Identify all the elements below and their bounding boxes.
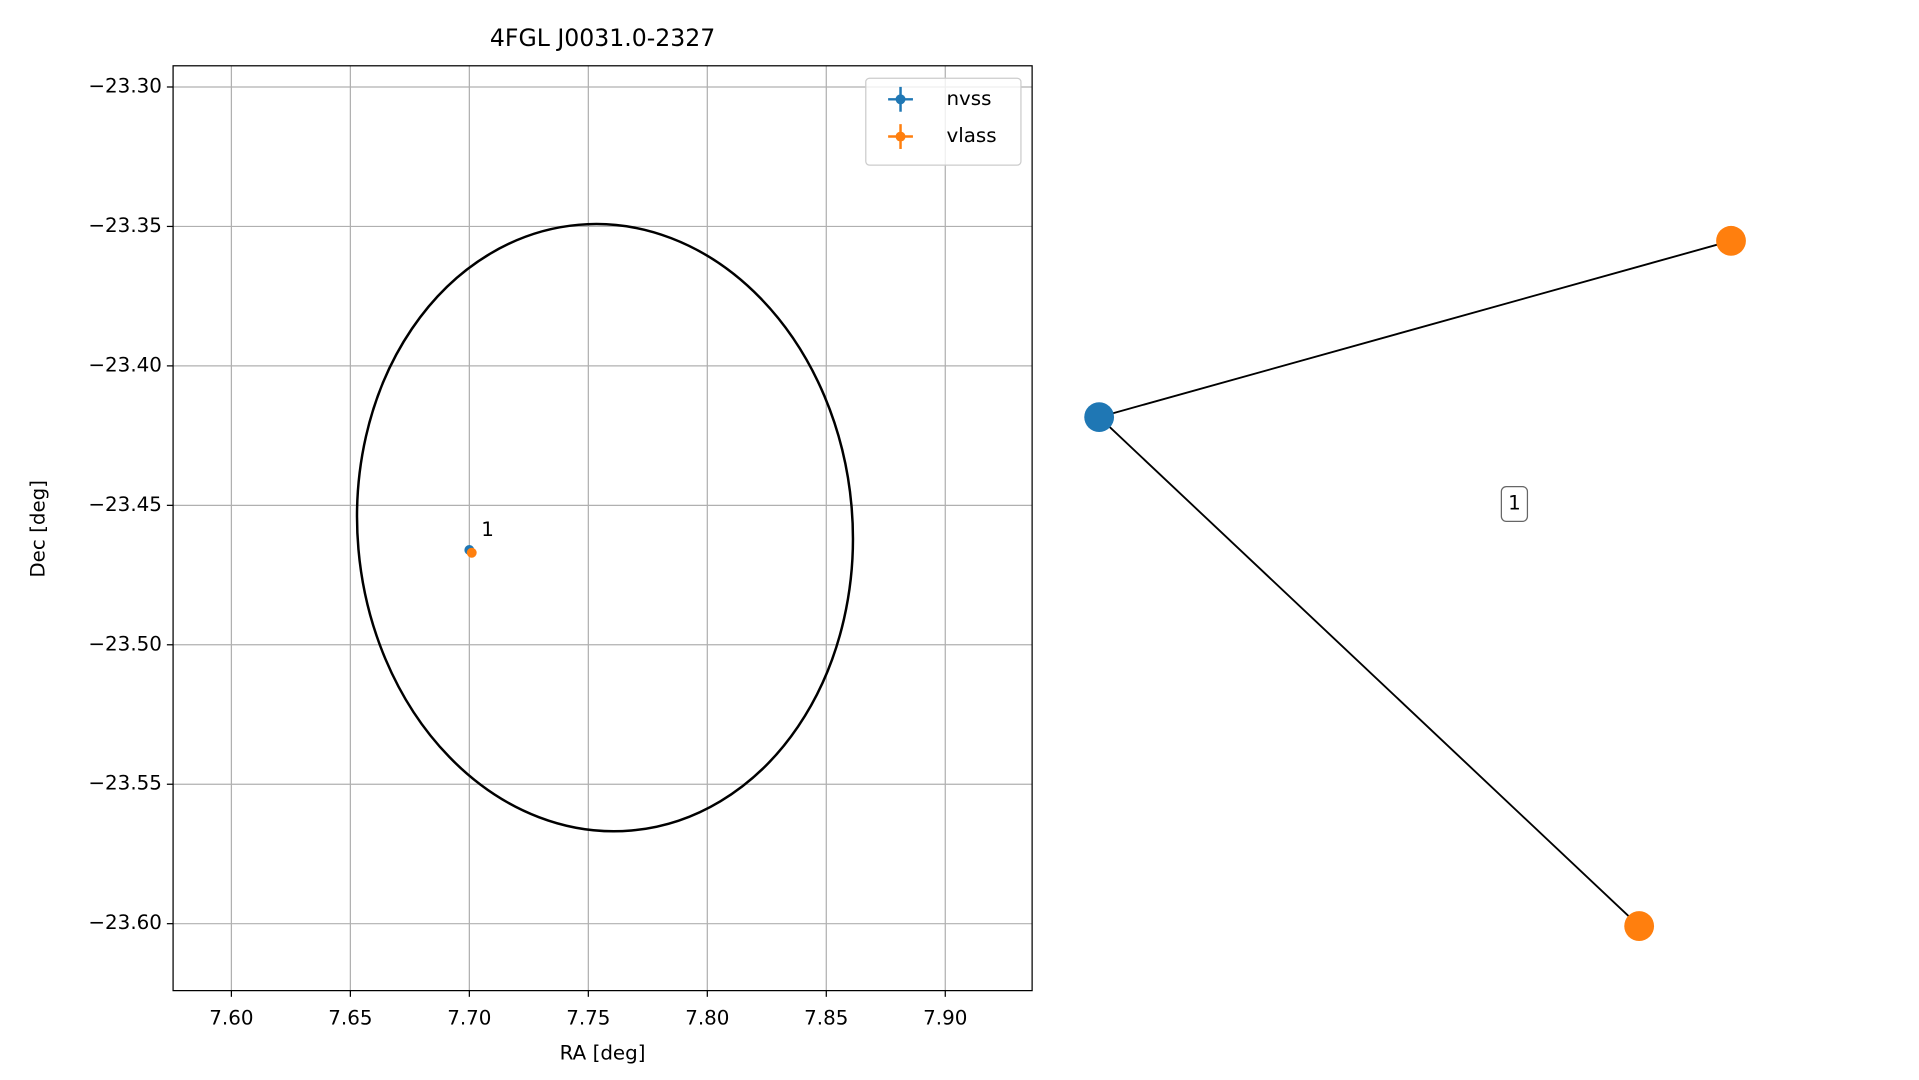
x-tick-label: 7.60 — [209, 1007, 253, 1030]
y-tick-label: −23.40 — [88, 353, 162, 376]
x-tick-label: 7.65 — [328, 1007, 372, 1030]
x-axis-label: RA [deg] — [560, 1041, 646, 1064]
y-tick-label: −23.45 — [88, 493, 162, 516]
node — [1084, 402, 1115, 432]
annotation: 1 — [481, 518, 494, 541]
label-box — [1500, 486, 1529, 522]
chart-title: 4FGL J0031.0-2327 — [490, 24, 715, 52]
y-tick-label: −23.60 — [88, 911, 162, 934]
x-tick-label: 7.90 — [923, 1007, 967, 1030]
y-tick-label: −23.35 — [88, 214, 162, 237]
x-tick-label: 7.80 — [685, 1007, 729, 1030]
y-tick-label: −23.55 — [88, 772, 162, 795]
legend-label: nvss — [946, 87, 991, 110]
x-tick-label: 7.75 — [566, 1007, 610, 1030]
edge — [1098, 416, 1640, 927]
legend-box — [865, 77, 1022, 166]
y-axis-label: Dec [deg] — [27, 480, 50, 578]
node — [1716, 225, 1746, 256]
legend-marker — [895, 131, 906, 142]
y-tick-label: −23.30 — [88, 74, 162, 97]
edge — [1098, 239, 1732, 419]
x-tick-label: 7.85 — [804, 1007, 848, 1030]
x-tick-label: 7.70 — [447, 1007, 491, 1030]
error-ellipse — [355, 222, 855, 833]
node — [1624, 911, 1655, 941]
legend-label: vlass — [946, 124, 996, 147]
plot-frame — [172, 65, 1033, 992]
legend-marker — [895, 94, 906, 105]
network-label: 1 — [1508, 491, 1521, 514]
y-tick-label: −23.50 — [88, 632, 162, 655]
point — [466, 547, 477, 558]
